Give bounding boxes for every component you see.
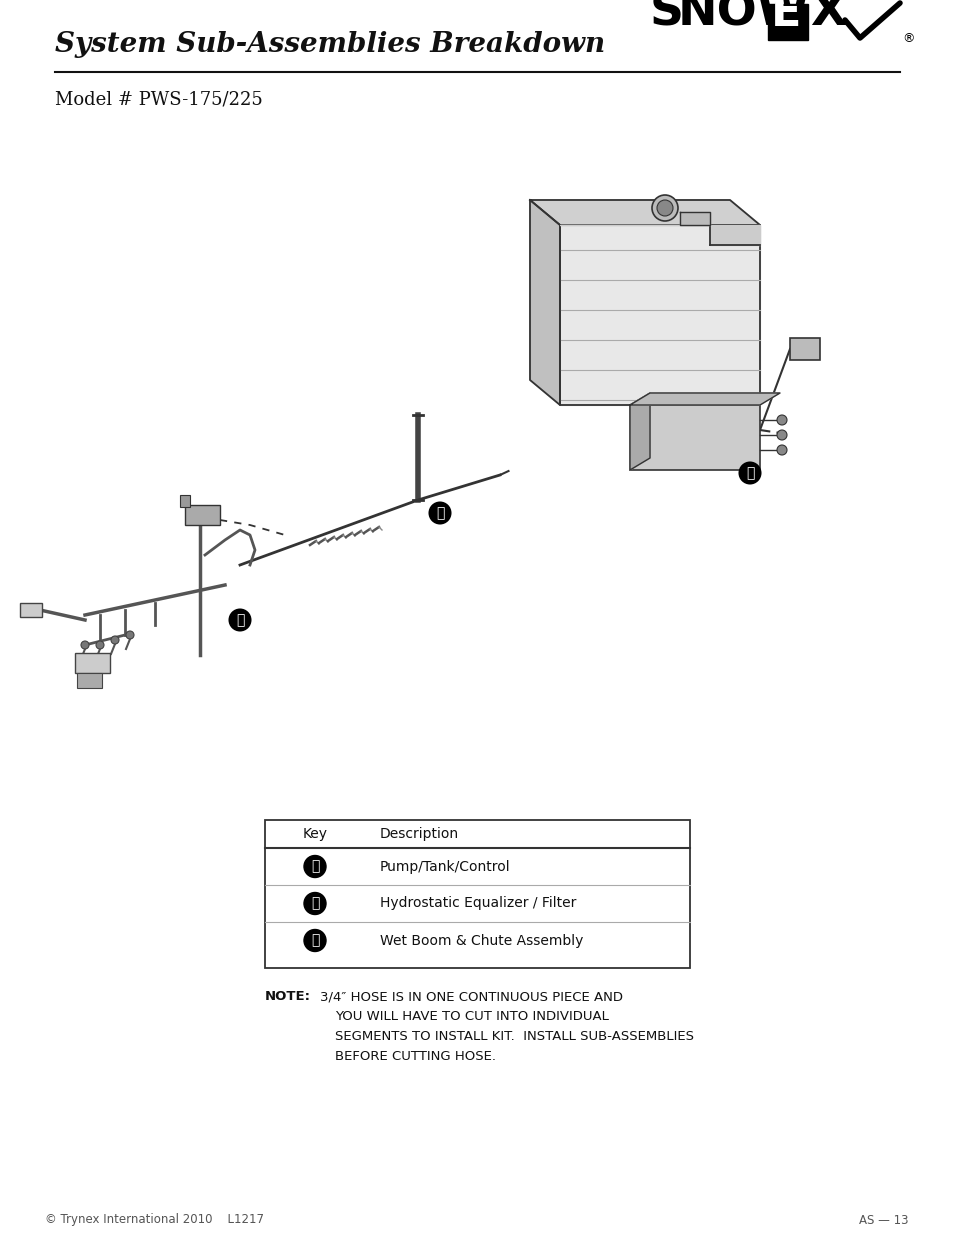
Text: ®: ® xyxy=(901,32,914,44)
Circle shape xyxy=(111,636,119,643)
Text: Ⓒ: Ⓒ xyxy=(235,613,244,627)
Text: Ⓑ: Ⓑ xyxy=(311,897,319,910)
Circle shape xyxy=(657,200,672,216)
Text: 3/4″ HOSE IS IN ONE CONTINUOUS PIECE AND: 3/4″ HOSE IS IN ONE CONTINUOUS PIECE AND xyxy=(319,990,622,1003)
Text: Description: Description xyxy=(379,827,458,841)
Bar xyxy=(789,338,820,359)
Text: NOW: NOW xyxy=(678,0,809,35)
Circle shape xyxy=(776,430,786,440)
Polygon shape xyxy=(629,393,649,471)
Text: YOU WILL HAVE TO CUT INTO INDIVIDUAL: YOU WILL HAVE TO CUT INTO INDIVIDUAL xyxy=(335,1010,608,1023)
Circle shape xyxy=(81,641,89,650)
Text: BEFORE CUTTING HOSE.: BEFORE CUTTING HOSE. xyxy=(335,1050,496,1063)
Polygon shape xyxy=(530,200,559,405)
Bar xyxy=(185,505,220,525)
Circle shape xyxy=(776,445,786,454)
Bar xyxy=(20,603,42,618)
Polygon shape xyxy=(629,393,780,405)
Text: Ⓐ: Ⓐ xyxy=(745,466,754,480)
Text: Hydrostatic Equalizer / Filter: Hydrostatic Equalizer / Filter xyxy=(379,897,576,910)
Text: Key: Key xyxy=(302,827,327,841)
Text: SEGMENTS TO INSTALL KIT.  INSTALL SUB-ASSEMBLIES: SEGMENTS TO INSTALL KIT. INSTALL SUB-ASS… xyxy=(335,1030,693,1044)
Circle shape xyxy=(304,856,326,878)
Text: Pump/Tank/Control: Pump/Tank/Control xyxy=(379,860,510,873)
Bar xyxy=(180,495,190,508)
Polygon shape xyxy=(530,200,760,225)
Circle shape xyxy=(651,195,678,221)
Bar xyxy=(265,820,689,968)
Text: © Trynex International 2010    L1217: © Trynex International 2010 L1217 xyxy=(45,1214,264,1226)
Text: AS — 13: AS — 13 xyxy=(859,1214,908,1226)
Text: Ⓒ: Ⓒ xyxy=(311,934,319,947)
Text: E: E xyxy=(770,0,801,35)
Circle shape xyxy=(304,930,326,951)
Circle shape xyxy=(304,893,326,914)
Polygon shape xyxy=(559,225,760,245)
Text: X: X xyxy=(809,0,845,35)
Text: Ⓑ: Ⓑ xyxy=(436,506,444,520)
Text: Ⓐ: Ⓐ xyxy=(311,860,319,873)
Bar xyxy=(767,4,807,40)
Circle shape xyxy=(96,641,104,650)
Text: Model # PWS-175/225: Model # PWS-175/225 xyxy=(55,90,262,107)
Bar xyxy=(75,653,110,673)
Text: System Sub-Assemblies Breakdown: System Sub-Assemblies Breakdown xyxy=(55,31,604,58)
Text: NOTE:: NOTE: xyxy=(265,990,311,1003)
Polygon shape xyxy=(679,212,709,225)
Text: S: S xyxy=(649,0,683,35)
Circle shape xyxy=(776,415,786,425)
Text: Wet Boom & Chute Assembly: Wet Boom & Chute Assembly xyxy=(379,934,583,947)
Circle shape xyxy=(126,631,133,638)
Bar xyxy=(77,673,102,688)
Bar xyxy=(629,405,760,471)
Polygon shape xyxy=(559,225,760,405)
